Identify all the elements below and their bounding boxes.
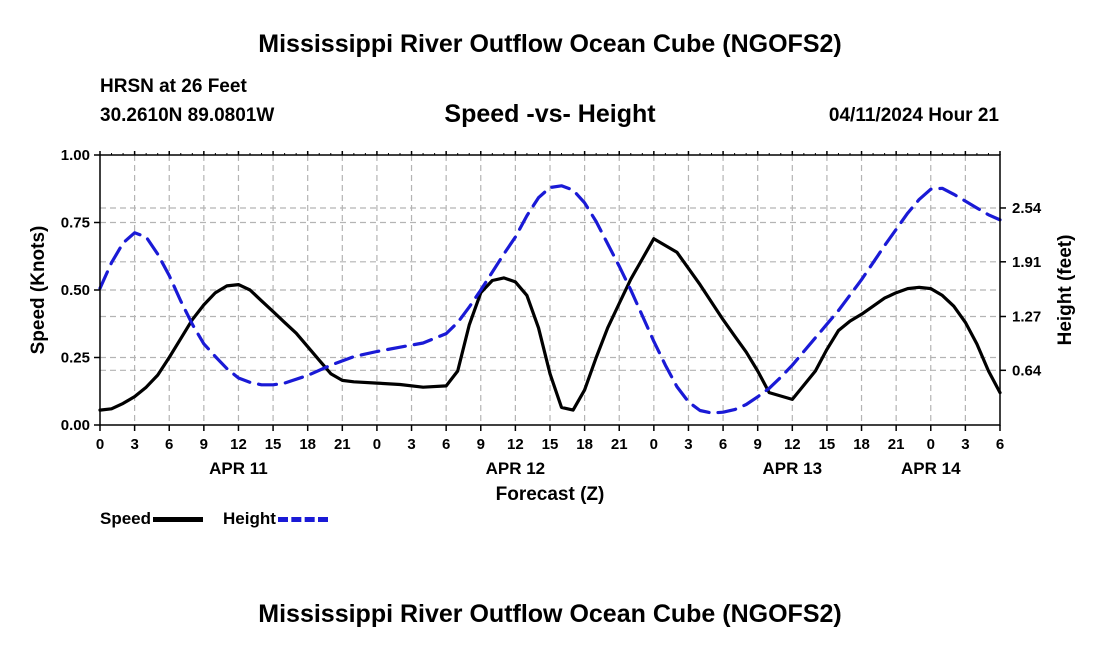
x-tick-label: 0 [373, 436, 381, 453]
y-tick-label: 0.50 [61, 282, 90, 299]
axes: 0 3 6 9 12 15 18 21 0 3 6 9 12 15 18 21 0 3 6 9 12 15 18 21 0 3 6 A… [61, 147, 1042, 478]
x-tick-label: 9 [754, 436, 762, 453]
x-tick-label: 0 [96, 436, 104, 453]
x-tick-label: 12 [784, 436, 801, 453]
y-tick-label: 1.00 [61, 147, 90, 164]
legend-height-swatch [277, 516, 328, 522]
y2-tick-label: 0.64 [1012, 362, 1042, 379]
plot-area [98, 184, 1002, 415]
x-tick-label: 6 [442, 436, 450, 453]
y2-tick-label: 1.91 [1012, 254, 1041, 271]
station-name: HRSN at 26 Feet [100, 76, 247, 97]
x-tick-label: 12 [230, 436, 247, 453]
chart-subtitle: Speed -vs- Height [444, 100, 656, 128]
y-tick-label: 0.00 [61, 417, 90, 434]
day-label: APR 13 [763, 459, 823, 478]
x-tick-label: 9 [200, 436, 208, 453]
x-tick-label: 3 [961, 436, 969, 453]
x-tick-label: 6 [996, 436, 1004, 453]
x-tick-label: 15 [542, 436, 559, 453]
chart-title: Mississippi River Outflow Ocean Cube (NG… [258, 30, 842, 58]
day-label: APR 14 [901, 459, 961, 478]
x-tick-label: 18 [853, 436, 870, 453]
y-tick-label: 0.75 [61, 215, 90, 232]
x-tick-label: 21 [888, 436, 905, 453]
series-line-height [98, 184, 1002, 415]
legend-height-label: Height [223, 509, 276, 528]
x-tick-label: 21 [611, 436, 628, 453]
y2-tick-label: 2.54 [1012, 200, 1042, 217]
y-tick-label: 0.25 [61, 350, 90, 367]
series-line-speed [98, 237, 1002, 412]
day-label: APR 12 [486, 459, 546, 478]
day-label: APR 11 [209, 459, 268, 478]
x-axis-title: Forecast (Z) [496, 484, 605, 505]
repeat-chart-title: Mississippi River Outflow Ocean Cube (NG… [258, 600, 842, 628]
y2-axis-title: Height (feet) [1055, 235, 1076, 346]
y-axis-title: Speed (Knots) [28, 226, 49, 355]
x-tick-label: 15 [819, 436, 836, 453]
x-tick-label: 3 [684, 436, 692, 453]
x-tick-label: 18 [576, 436, 593, 453]
x-tick-label: 0 [650, 436, 658, 453]
x-tick-label: 6 [165, 436, 173, 453]
axis-labels: Forecast (Z) Speed (Knots) Height (feet) [28, 226, 1076, 505]
station-coordinates: 30.2610N 89.0801W [100, 105, 275, 126]
y2-tick-label: 1.27 [1012, 308, 1041, 325]
plot-frame [99, 154, 1001, 426]
x-tick-label: 15 [265, 436, 282, 453]
legend-speed-label: Speed [100, 509, 152, 528]
x-tick-label: 9 [477, 436, 485, 453]
x-tick-label: 3 [130, 436, 138, 453]
legend-speed-swatch [153, 516, 204, 522]
x-tick-label: 18 [299, 436, 316, 453]
x-tick-label: 6 [719, 436, 727, 453]
grid [100, 155, 1000, 425]
x-tick-label: 0 [927, 436, 935, 453]
chart-legend: Speed Height [100, 509, 348, 529]
forecast-datetime: 04/11/2024 Hour 21 [828, 105, 999, 126]
x-tick-label: 12 [507, 436, 524, 453]
x-tick-label: 21 [334, 436, 351, 453]
x-tick-label: 3 [407, 436, 415, 453]
